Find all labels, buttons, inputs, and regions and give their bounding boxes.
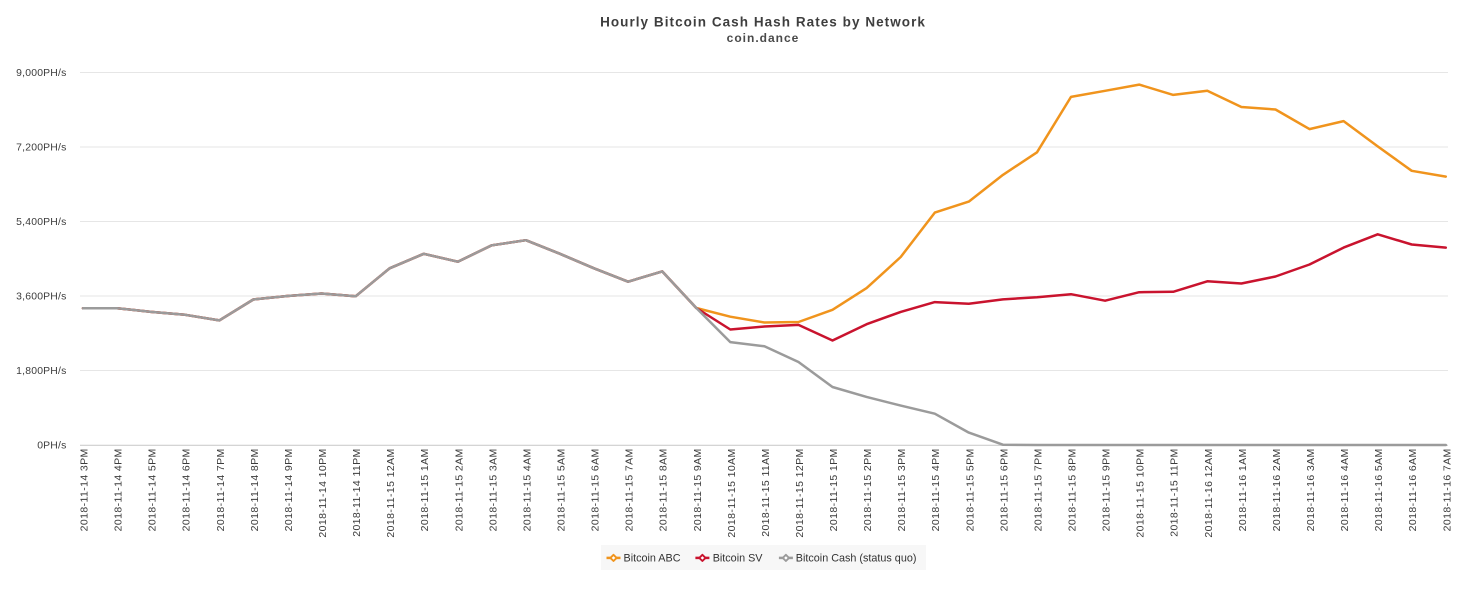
svg-text:2018-11-15 1PM: 2018-11-15 1PM [828, 448, 840, 531]
svg-text:Bitcoin SV: Bitcoin SV [713, 553, 764, 565]
svg-text:2018-11-15 4AM: 2018-11-15 4AM [521, 448, 533, 531]
svg-text:2018-11-14 5PM: 2018-11-14 5PM [147, 448, 159, 531]
svg-text:2018-11-16 12AM: 2018-11-16 12AM [1203, 448, 1215, 537]
svg-text:2018-11-16 5AM: 2018-11-16 5AM [1373, 448, 1385, 531]
svg-text:2018-11-14 3PM: 2018-11-14 3PM [79, 448, 91, 531]
svg-text:2018-11-15 6PM: 2018-11-15 6PM [998, 448, 1010, 531]
svg-text:2018-11-15 6AM: 2018-11-15 6AM [590, 448, 602, 531]
svg-text:1,800PH/s: 1,800PH/s [16, 366, 66, 377]
svg-text:2018-11-15 11PM: 2018-11-15 11PM [1169, 448, 1181, 537]
svg-text:2018-11-16 6AM: 2018-11-16 6AM [1407, 448, 1419, 531]
svg-text:2018-11-15 12AM: 2018-11-15 12AM [385, 448, 397, 537]
svg-text:2018-11-15 9PM: 2018-11-15 9PM [1101, 448, 1113, 531]
svg-text:2018-11-15 4PM: 2018-11-15 4PM [930, 448, 942, 531]
svg-text:2018-11-15 5AM: 2018-11-15 5AM [556, 448, 568, 531]
svg-text:2018-11-15 9AM: 2018-11-15 9AM [692, 448, 704, 531]
svg-text:3,600PH/s: 3,600PH/s [16, 292, 66, 303]
svg-text:Hourly Bitcoin Cash Hash Rates: Hourly Bitcoin Cash Hash Rates by Networ… [600, 14, 926, 29]
svg-text:2018-11-15 3AM: 2018-11-15 3AM [487, 448, 499, 531]
svg-text:2018-11-15 11AM: 2018-11-15 11AM [760, 448, 772, 537]
svg-text:2018-11-14 8PM: 2018-11-14 8PM [249, 448, 261, 531]
svg-text:2018-11-16 3AM: 2018-11-16 3AM [1305, 448, 1317, 531]
svg-text:2018-11-14 9PM: 2018-11-14 9PM [283, 448, 295, 531]
svg-text:2018-11-16 1AM: 2018-11-16 1AM [1237, 448, 1249, 531]
svg-text:2018-11-15 2AM: 2018-11-15 2AM [453, 448, 465, 531]
svg-text:2018-11-15 10PM: 2018-11-15 10PM [1135, 448, 1147, 537]
svg-text:2018-11-14 10PM: 2018-11-14 10PM [317, 448, 329, 537]
svg-text:2018-11-15 2PM: 2018-11-15 2PM [862, 448, 874, 531]
svg-text:5,400PH/s: 5,400PH/s [16, 217, 66, 228]
svg-text:9,000PH/s: 9,000PH/s [16, 68, 66, 79]
svg-text:2018-11-15 1AM: 2018-11-15 1AM [419, 448, 431, 531]
svg-text:Bitcoin Cash (status quo): Bitcoin Cash (status quo) [796, 553, 917, 565]
svg-text:2018-11-15 10AM: 2018-11-15 10AM [726, 448, 738, 537]
svg-text:2018-11-16 2AM: 2018-11-16 2AM [1271, 448, 1283, 531]
svg-text:2018-11-15 7AM: 2018-11-15 7AM [624, 448, 636, 531]
svg-text:2018-11-16 4AM: 2018-11-16 4AM [1339, 448, 1351, 531]
svg-text:2018-11-15 12PM: 2018-11-15 12PM [794, 448, 806, 537]
svg-text:2018-11-16 7AM: 2018-11-16 7AM [1441, 448, 1453, 531]
svg-text:2018-11-14 11PM: 2018-11-14 11PM [351, 448, 363, 537]
svg-text:2018-11-15 3PM: 2018-11-15 3PM [896, 448, 908, 531]
svg-text:7,200PH/s: 7,200PH/s [16, 143, 66, 154]
svg-text:coin.dance: coin.dance [727, 31, 800, 45]
svg-text:2018-11-14 6PM: 2018-11-14 6PM [181, 448, 193, 531]
svg-text:2018-11-15 7PM: 2018-11-15 7PM [1033, 448, 1045, 531]
svg-text:0PH/s: 0PH/s [37, 441, 66, 452]
svg-text:Bitcoin ABC: Bitcoin ABC [624, 553, 681, 565]
svg-text:2018-11-15 5PM: 2018-11-15 5PM [964, 448, 976, 531]
svg-text:2018-11-14 7PM: 2018-11-14 7PM [215, 448, 227, 531]
svg-text:2018-11-15 8AM: 2018-11-15 8AM [658, 448, 670, 531]
svg-text:2018-11-15 8PM: 2018-11-15 8PM [1067, 448, 1079, 531]
svg-text:2018-11-14 4PM: 2018-11-14 4PM [113, 448, 125, 531]
